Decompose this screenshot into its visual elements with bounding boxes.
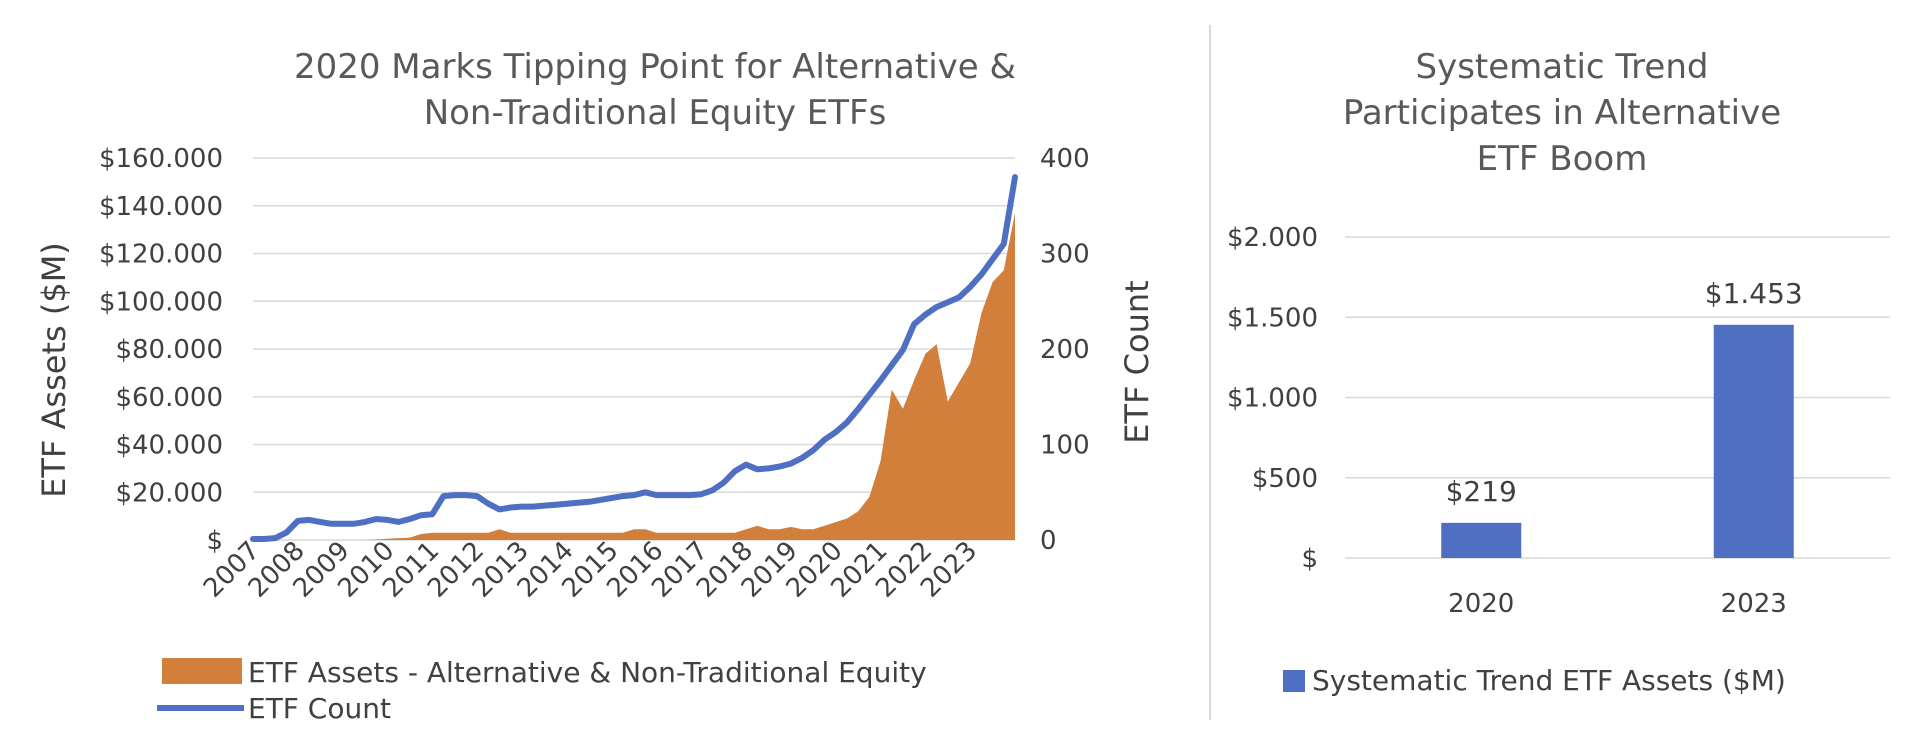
legend-label-systematic-trend: Systematic Trend ETF Assets ($M) [1312, 664, 1786, 697]
right-x-tick-label: 2023 [1721, 589, 1787, 619]
right-gridlines [1345, 236, 1890, 559]
legend-label-etf-count: ETF Count [248, 692, 391, 725]
left-y2-axis-ticks: 0 100 200 300 400 [1040, 144, 1090, 556]
left-y-axis-title: ETF Assets ($M) [35, 242, 73, 498]
right-data-labels: $219 $1.453 [1446, 277, 1803, 508]
left-y-tick-label: $20.000 [115, 478, 223, 508]
right-y-tick-label: $2.000 [1227, 223, 1318, 253]
right-chart-title-line-3: ETF Boom [1477, 139, 1648, 179]
left-y2-tick-label: 400 [1040, 144, 1090, 174]
right-bars [1441, 324, 1794, 558]
left-chart: 2020 Marks Tipping Point for Alternative… [35, 47, 1156, 725]
left-gridlines [253, 157, 1015, 541]
etf-count-line [250, 174, 1018, 542]
left-y-tick-label: $ [206, 526, 223, 556]
legend-swatch-systematic-trend [1283, 670, 1305, 692]
left-y-axis-ticks: $ $20.000 $40.000 $60.000 $80.000 $100.000 $12… [99, 144, 223, 556]
etf-assets-area [253, 212, 1015, 540]
left-y-tick-label: $100.000 [99, 287, 223, 317]
right-chart-title-line-2: Participates in Alternative [1343, 93, 1781, 133]
left-y-tick-label: $120.000 [99, 240, 223, 270]
bar-2023 [1713, 324, 1794, 558]
right-chart: Systematic Trend Participates in Alterna… [1227, 47, 1890, 697]
right-x-tick-label: 2020 [1448, 589, 1514, 619]
right-y-tick-label: $500 [1252, 464, 1318, 494]
left-y-tick-label: $40.000 [115, 431, 223, 461]
left-y-tick-label: $160.000 [99, 144, 223, 174]
left-chart-title-line-1: 2020 Marks Tipping Point for Alternative… [294, 47, 1016, 87]
left-y2-axis-title: ETF Count [1118, 280, 1156, 443]
data-label-2020: $219 [1446, 475, 1517, 508]
left-chart-title-line-2: Non-Traditional Equity ETFs [424, 93, 887, 133]
right-y-tick-label: $ [1301, 544, 1318, 574]
left-y2-tick-label: 0 [1040, 526, 1057, 556]
left-y2-tick-label: 300 [1040, 240, 1090, 270]
bar-2020 [1441, 522, 1522, 558]
left-y2-tick-label: 100 [1040, 431, 1090, 461]
left-y-tick-label: $60.000 [115, 383, 223, 413]
data-label-2023: $1.453 [1705, 277, 1803, 310]
legend-swatch-etf-assets [162, 658, 242, 684]
left-x-axis-ticks: 2007200820092010201120122013201420152016… [198, 536, 983, 604]
left-y-tick-label: $80.000 [115, 335, 223, 365]
legend-label-etf-assets: ETF Assets - Alternative & Non-Tradition… [248, 656, 927, 689]
right-y-tick-label: $1.000 [1227, 384, 1318, 414]
left-y2-tick-label: 200 [1040, 335, 1090, 365]
left-y-tick-label: $140.000 [99, 192, 223, 222]
right-x-axis-ticks: 2020 2023 [1448, 589, 1787, 619]
right-y-tick-label: $1.500 [1227, 303, 1318, 333]
right-chart-title-line-1: Systematic Trend [1416, 47, 1709, 87]
right-y-axis-ticks: $ $500 $1.000 $1.500 $2.000 [1227, 223, 1318, 574]
